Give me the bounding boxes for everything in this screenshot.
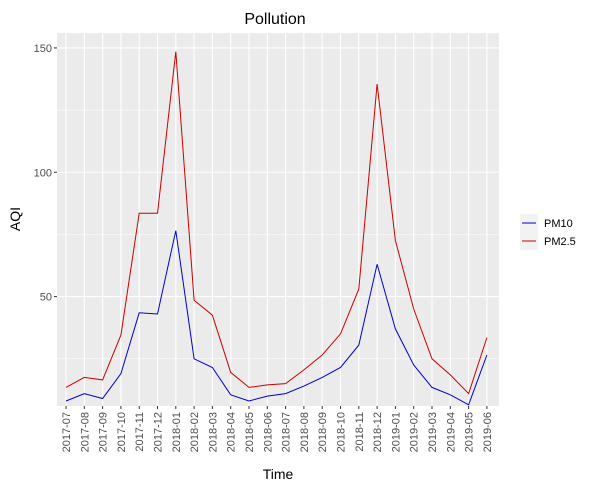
- legend-label: PM2.5: [544, 236, 576, 248]
- x-tick-label: 2018-12: [372, 412, 384, 452]
- y-axis: 50 100 150: [34, 43, 57, 304]
- x-axis-title: Time: [263, 466, 294, 482]
- x-tick-label: 2017-09: [98, 412, 110, 452]
- chart-title: Pollution: [244, 11, 305, 28]
- x-tick-label: 2017-08: [79, 412, 91, 452]
- x-tick-label: 2018-03: [207, 412, 219, 452]
- x-tick-label: 2019-04: [445, 412, 457, 452]
- x-tick-label: 2018-07: [281, 412, 293, 452]
- x-axis: 2017-07 2017-08 2017-09 2017-10 2017-11 2017-…: [61, 406, 494, 452]
- y-tick-label: 50: [40, 292, 52, 304]
- x-tick-label: 2019-06: [482, 412, 494, 452]
- x-tick-label: 2019-05: [464, 412, 476, 452]
- legend-label: PM10: [544, 218, 573, 230]
- x-tick-label: 2018-05: [244, 412, 256, 452]
- x-tick-label: 2017-07: [61, 412, 73, 452]
- x-tick-label: 2017-11: [134, 412, 146, 452]
- series-line-pm25: [65, 51, 488, 395]
- x-tick-label: 2017-12: [153, 412, 165, 452]
- x-tick-label: 2019-02: [409, 412, 421, 452]
- x-tick-label: 2018-02: [189, 412, 201, 452]
- x-tick-label: 2018-09: [317, 412, 329, 452]
- y-tick-label: 100: [34, 167, 52, 179]
- x-tick-label: 2017-10: [116, 412, 128, 452]
- x-tick-label: 2019-03: [427, 412, 439, 452]
- legend: PM10 PM2.5: [520, 214, 576, 250]
- x-tick-label: 2018-08: [299, 412, 311, 452]
- x-tick-label: 2019-01: [390, 412, 402, 452]
- y-tick-label: 150: [34, 43, 52, 55]
- x-tick-label: 2018-10: [336, 412, 348, 452]
- x-tick-label: 2018-01: [171, 412, 183, 452]
- x-tick-label: 2018-06: [262, 412, 274, 452]
- y-axis-title: AQI: [7, 207, 23, 231]
- x-tick-label: 2018-04: [226, 412, 238, 452]
- plot-panel: [57, 33, 499, 406]
- series-lines: [65, 51, 488, 406]
- x-tick-label: 2018-11: [354, 412, 366, 452]
- series-line-pm10: [65, 230, 488, 406]
